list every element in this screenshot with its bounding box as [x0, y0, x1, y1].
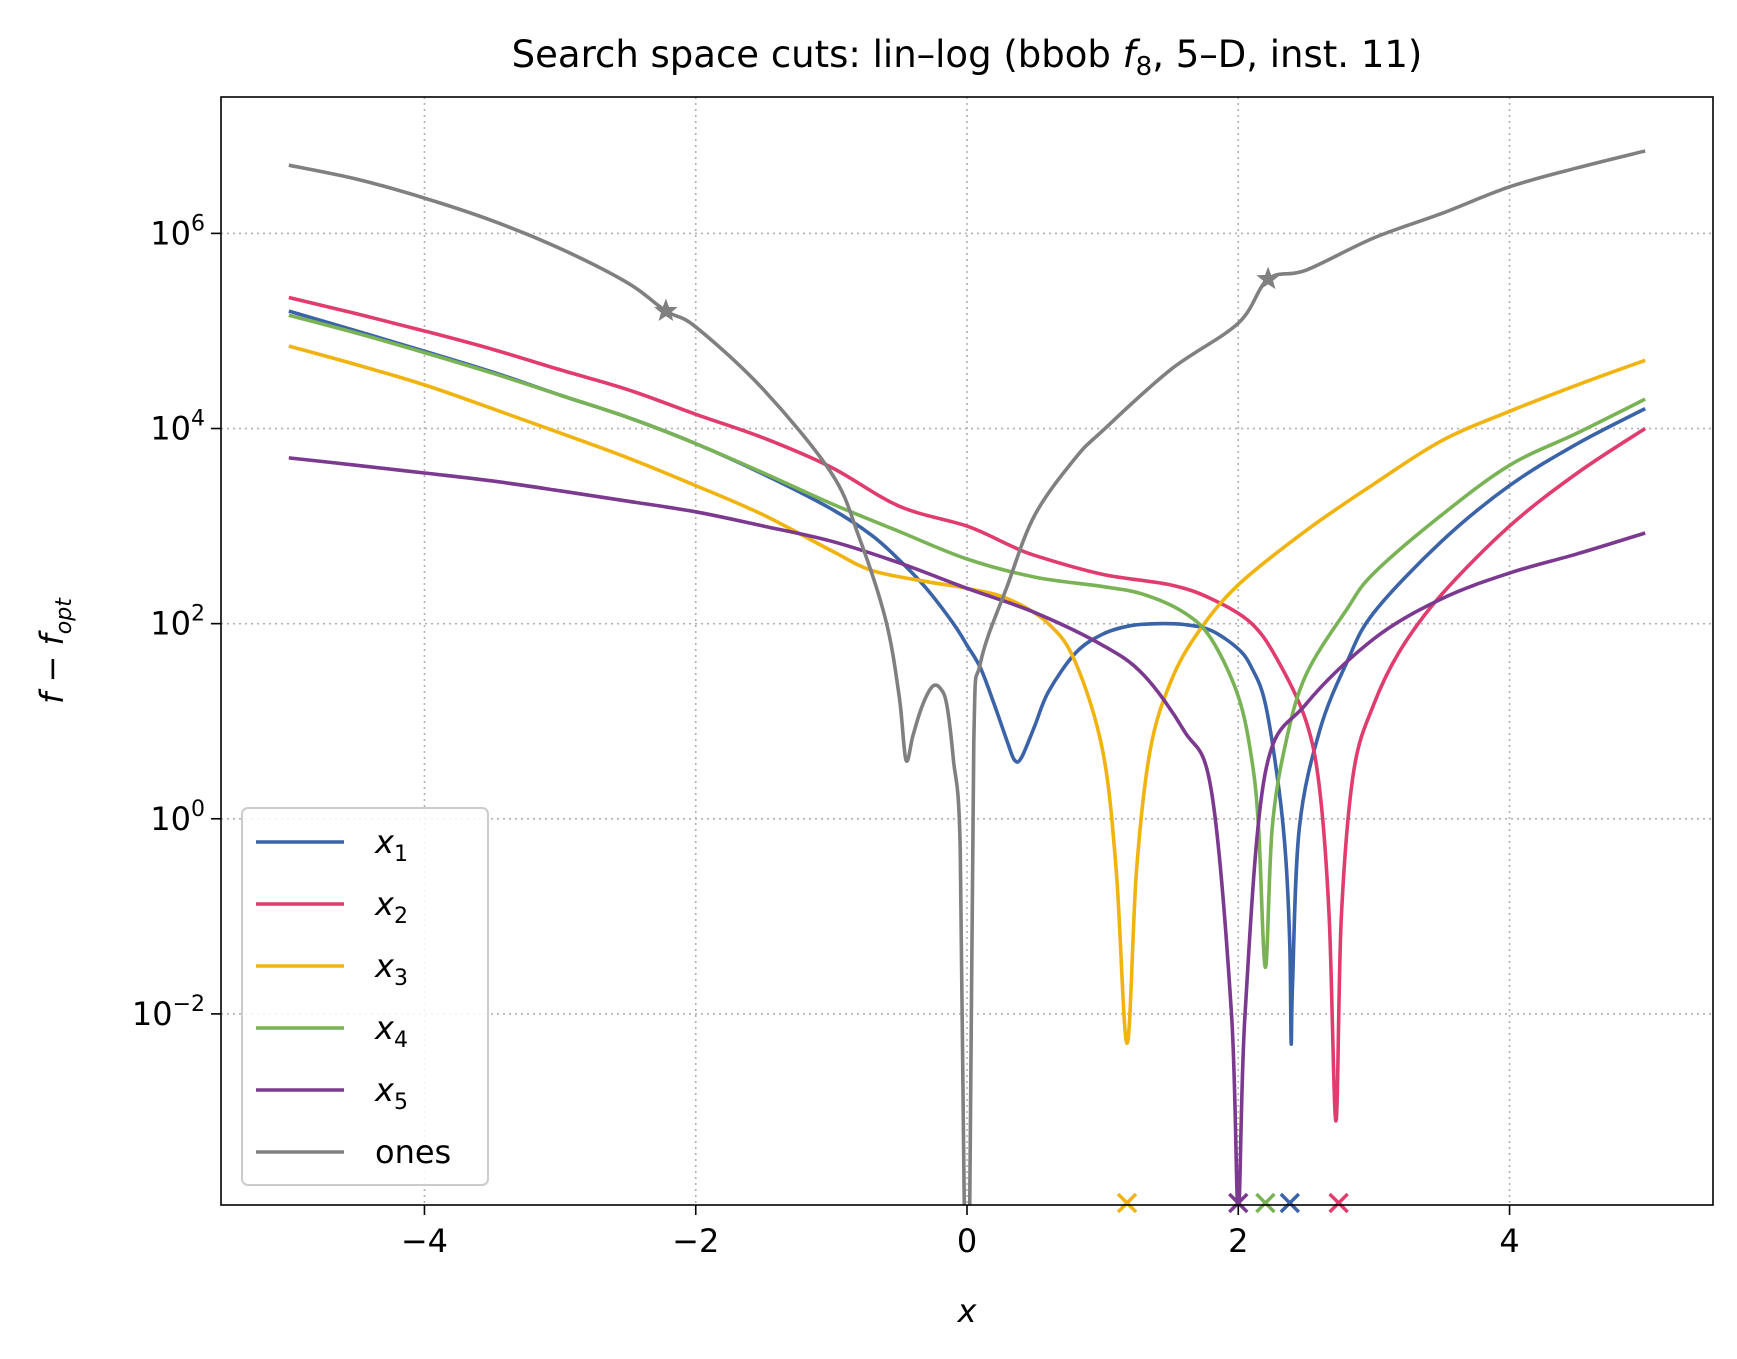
y-tick-label: 102: [150, 602, 205, 643]
legend-label: x5: [374, 1071, 408, 1115]
y-axis-label: f − fopt: [33, 597, 77, 704]
y-tick-label-base: 10: [132, 995, 173, 1033]
optimum-marker-stroke: [1328, 1192, 1349, 1214]
legend-label-base: x: [374, 1071, 395, 1109]
y-tick-label: 106: [150, 211, 205, 252]
series-line-ones: [288, 149, 1646, 1205]
y-tick-label-base: 10: [150, 605, 191, 643]
series-layer: [288, 149, 1647, 1205]
y-tick-label: 104: [150, 407, 205, 448]
legend-label-base: x: [374, 823, 395, 861]
legend-entry-ones: ones: [256, 1133, 451, 1171]
legend-label: x2: [374, 885, 408, 929]
star-marker: [1256, 266, 1280, 290]
legend-entry-x4: x4: [256, 1009, 408, 1053]
series-line-x4: [288, 313, 1646, 970]
legend-label-base: x: [374, 947, 395, 985]
legend-label-base: x: [374, 885, 395, 923]
x-axis-ticks: −4 −2 0 2 4: [401, 1205, 1520, 1260]
legend-label: x1: [374, 823, 408, 867]
x-tick-label: 0: [957, 1222, 977, 1260]
x-axis-label: x: [957, 1292, 978, 1330]
legend-label-base: ones: [375, 1133, 451, 1171]
x-tick-label: −4: [401, 1222, 448, 1260]
y-tick-label: 10−2: [132, 992, 205, 1033]
legend-entry-x3: x3: [256, 947, 408, 991]
chart-title: Search space cuts: lin–log (bbob f8, 5–D…: [512, 33, 1423, 82]
legend-label: x3: [374, 947, 408, 991]
optimum-marker-stroke: [1255, 1192, 1276, 1214]
legend-label-sub: 3: [394, 966, 408, 991]
x-tick-label: 2: [1228, 1222, 1248, 1260]
y-tick-label-base: 10: [150, 214, 191, 252]
y-axis-label-sub: opt: [52, 597, 77, 634]
optimum-marker-x4: [1255, 1192, 1276, 1214]
y-tick-label-exponent: 2: [191, 602, 205, 627]
legend-label: ones: [375, 1133, 451, 1171]
y-tick-label-exponent: 4: [191, 407, 205, 432]
legend-label-sub: 5: [394, 1090, 408, 1115]
y-tick-label-base: 10: [150, 800, 191, 838]
legend-entry-x2: x2: [256, 885, 408, 929]
legend-label-sub: 2: [394, 904, 408, 929]
y-tick-label-exponent: −2: [173, 992, 205, 1017]
y-tick-label-exponent: 6: [191, 211, 205, 236]
optimum-marker-stroke: [1228, 1192, 1249, 1214]
optimum-marker-x5: [1228, 1192, 1249, 1214]
series-line-x5: [288, 456, 1646, 1205]
marker-layer: [654, 266, 1349, 1214]
legend-entry-x1: x1: [256, 823, 408, 867]
chart-title-main: Search space cuts: lin–log (bbob: [512, 33, 1111, 76]
legend-label-sub: 4: [394, 1028, 408, 1053]
series-line-x2: [288, 295, 1647, 1123]
legend-label: x4: [374, 1009, 408, 1053]
optimum-marker-x1: [1279, 1192, 1301, 1214]
y-tick-label: 100: [150, 797, 205, 838]
x-tick-label: 4: [1499, 1222, 1519, 1260]
optimum-marker-stroke: [1116, 1192, 1138, 1214]
star-marker: [654, 298, 678, 322]
y-axis-label-main: f − f: [33, 629, 71, 703]
series-line-x3: [288, 344, 1646, 1046]
legend-box: [241, 807, 489, 1186]
y-tick-label-exponent: 0: [191, 797, 205, 822]
chart-title-fn-sub: 8: [1136, 52, 1153, 82]
optimum-marker-x2: [1328, 1192, 1349, 1214]
legend-label-sub: 1: [394, 842, 408, 867]
legend-label-base: x: [374, 1009, 395, 1047]
legend-entry-x5: x5: [256, 1071, 408, 1115]
optimum-marker-stroke: [1279, 1192, 1301, 1214]
x-tick-label: −2: [672, 1222, 719, 1260]
chart-title-tail: , 5–D, inst. 11): [1152, 33, 1422, 76]
optimum-marker-x3: [1116, 1192, 1138, 1214]
y-tick-label-base: 10: [150, 410, 191, 448]
